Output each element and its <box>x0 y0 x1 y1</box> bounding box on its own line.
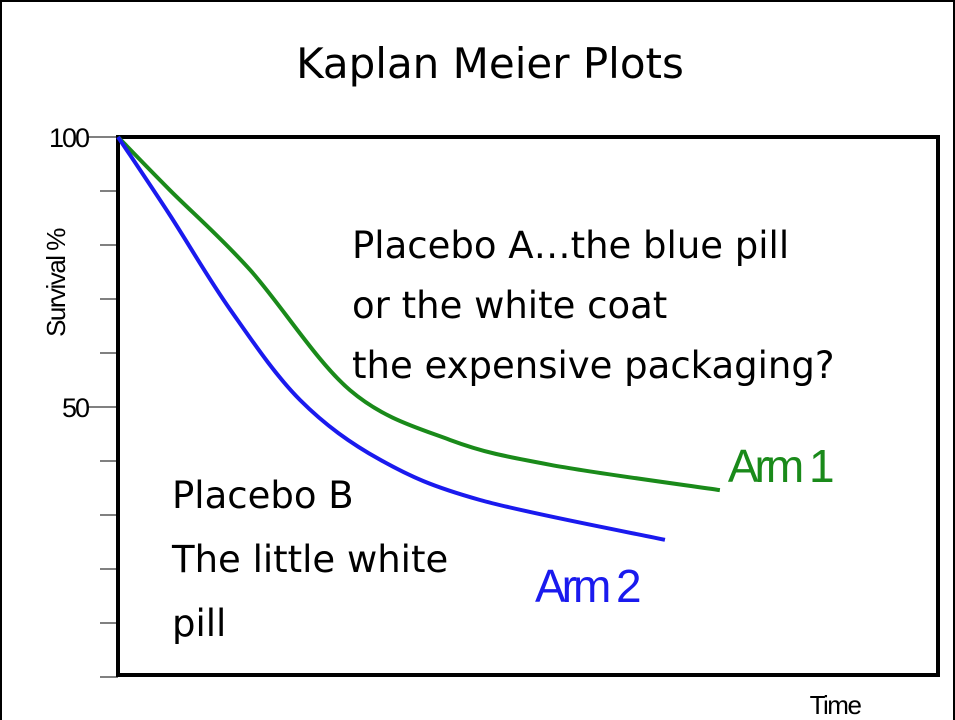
survival-curve <box>116 135 721 493</box>
plot-frame <box>116 135 940 677</box>
annotation: the expensive packaging? <box>352 344 834 387</box>
annotation: or the white coat <box>352 284 667 327</box>
survival-curve <box>116 135 666 542</box>
annotation: Placebo B <box>172 474 354 517</box>
x-axis-label: Time <box>810 690 862 720</box>
y-tick-label: 100 <box>49 123 89 153</box>
annotation: pill <box>172 602 226 645</box>
y-axis-label: Survival % <box>41 228 71 337</box>
y-tick-label: 50 <box>62 393 89 423</box>
annotation: Placebo A…the blue pill <box>352 224 789 267</box>
chart-title: Kaplan Meier Plots <box>296 39 684 88</box>
series-label: Arm 1 <box>728 440 833 492</box>
series-label: Arm 2 <box>535 560 640 612</box>
annotation: The little white <box>171 538 448 581</box>
